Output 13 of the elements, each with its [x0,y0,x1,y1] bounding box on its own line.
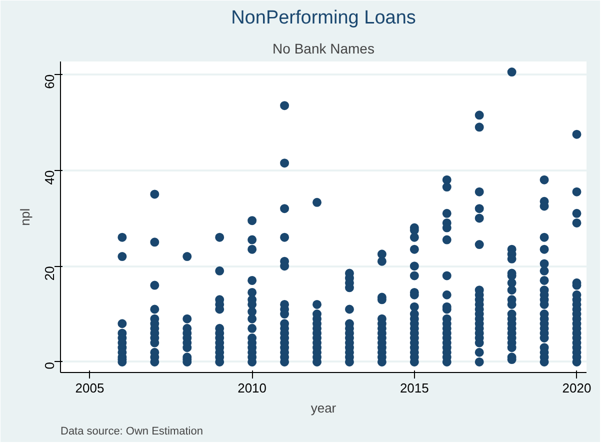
x-tick-label: 2010 [238,380,267,396]
chart-subtitle: No Bank Names [272,40,374,56]
chart-title: NonPerforming Loans [231,8,416,28]
x-tick-label: 2020 [562,380,592,396]
x-tick-label: 2005 [75,380,104,396]
source-note: Data source: Own Estimation [60,426,203,438]
y-tick-label: 60 [42,74,57,89]
y-tick-label: 0 [42,362,57,370]
x-tick-label: 2015 [400,380,429,396]
y-axis-title: npl [18,208,32,226]
y-tick-label: 20 [42,266,57,281]
y-tick-label: 40 [42,170,57,185]
x-axis-title: year [310,400,337,416]
